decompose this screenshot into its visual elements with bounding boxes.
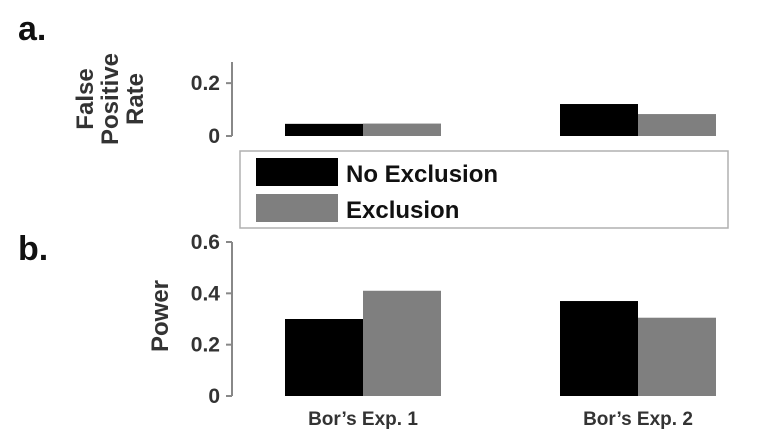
panel-b-bar-exclusion-bor-s-exp-2 [638, 317, 716, 396]
x-category-label: Bor’s Exp. 2 [583, 409, 693, 430]
panel-a-ytick-label: 0 [208, 125, 220, 148]
legend-swatch-no-exclusion [256, 158, 338, 186]
panel-a-bar-no-exclusion-bor-s-exp-1 [285, 123, 363, 136]
panel-a-ylabel-line: Positive [97, 53, 124, 145]
panel-a-ytick-label: 0.2 [191, 72, 220, 95]
panel-b-label: b. [18, 230, 48, 268]
panel-a-bar-exclusion-bor-s-exp-1 [363, 123, 441, 136]
panel-a-ylabel-line: False [72, 68, 99, 129]
panel-a-bar-no-exclusion-bor-s-exp-2 [560, 104, 638, 136]
panel-b-ylabel-line: Power [147, 280, 174, 352]
x-category-label: Bor’s Exp. 1 [308, 409, 418, 430]
panel-b-ytick-label: 0 [208, 385, 220, 408]
panel-b-bar-exclusion-bor-s-exp-1 [363, 290, 441, 396]
panel-b: b. Power 0 0.2 0.4 0.6 Bor’s Exp. 1 Bor’s Ex… [18, 230, 716, 430]
panel-b-y-axis-label: Power [147, 280, 174, 352]
panel-b-ytick-label: 0.2 [191, 334, 220, 357]
panel-a-bar-exclusion-bor-s-exp-2 [638, 114, 716, 136]
panel-a-ylabel-line: Rate [122, 73, 149, 125]
panel-a-y-axis-label: FalsePositiveRate [72, 53, 149, 145]
legend: No Exclusion Exclusion [239, 150, 729, 229]
panel-b-bar-no-exclusion-bor-s-exp-1 [285, 319, 363, 396]
legend-label-no-exclusion: No Exclusion [346, 161, 498, 188]
panel-a: a. FalsePositiveRate 0 0.2 [18, 10, 716, 148]
panel-b-ytick-label: 0.6 [191, 231, 220, 254]
panel-a-label: a. [18, 10, 46, 48]
panel-b-bar-no-exclusion-bor-s-exp-2 [560, 301, 638, 396]
legend-label-exclusion: Exclusion [346, 197, 459, 224]
legend-swatch-exclusion [256, 194, 338, 222]
panel-b-ytick-label: 0.4 [191, 282, 221, 305]
